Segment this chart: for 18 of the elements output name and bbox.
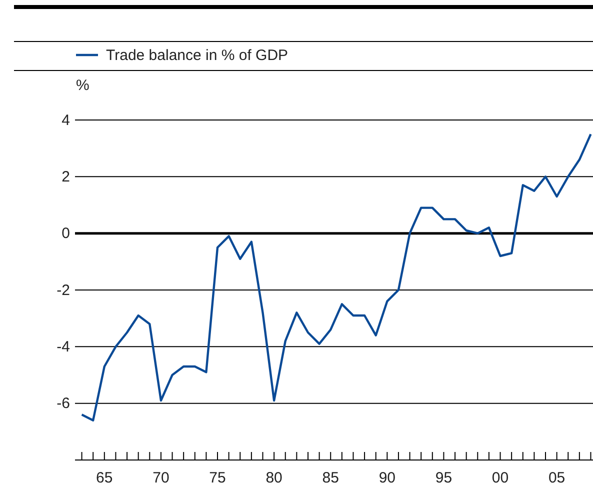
x-tick-label: 70 (152, 470, 170, 486)
y-axis-title: % (76, 77, 90, 94)
x-tick-label: 00 (492, 470, 509, 486)
x-tick-label: 80 (266, 470, 282, 486)
legend-label: Trade balance in % of GDP (106, 47, 288, 64)
y-tick-label: 2 (62, 168, 70, 186)
x-tick-label: 90 (378, 470, 396, 486)
x-tick-label: 75 (209, 470, 226, 486)
line-series (80, 133, 592, 422)
y-tick-label: -2 (56, 282, 70, 299)
y-tick-label: -4 (56, 338, 70, 356)
y-tick-label: -6 (56, 395, 70, 412)
x-tick-label: 05 (548, 470, 566, 486)
y-tick-label: 4 (62, 112, 70, 129)
x-tick-label: 85 (322, 470, 339, 486)
x-tick-label: 95 (435, 470, 452, 486)
x-tick-label: 65 (96, 470, 113, 486)
y-tick-label: 0 (62, 225, 70, 242)
